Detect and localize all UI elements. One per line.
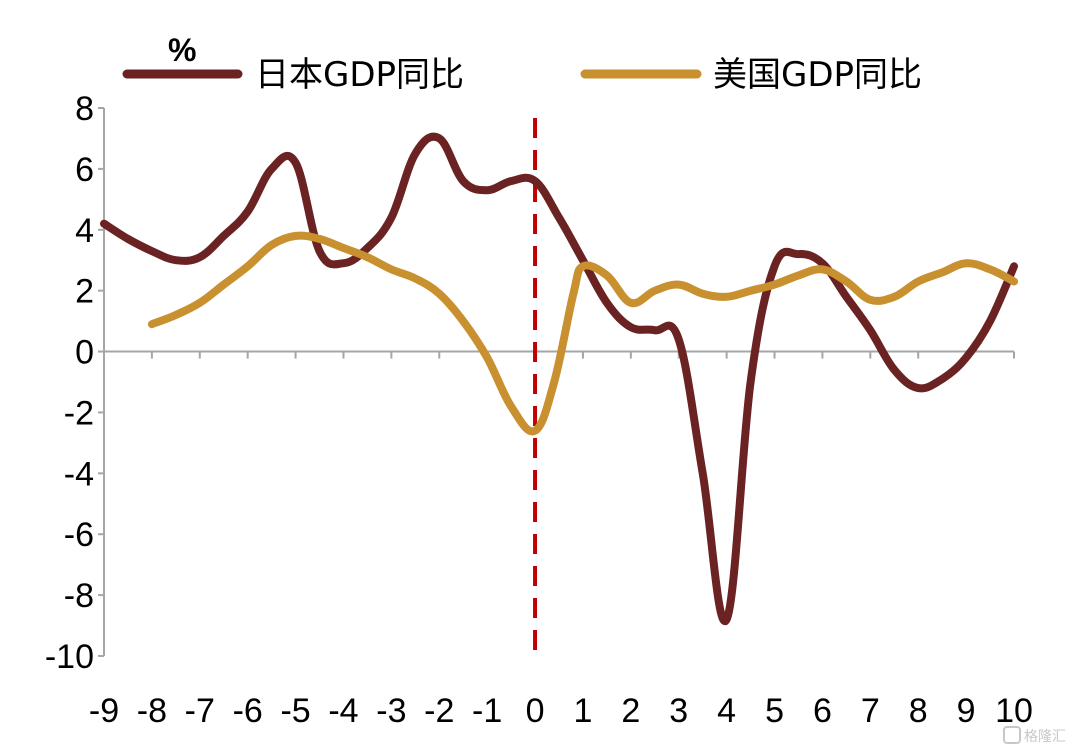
x-tick-label: 10 [995, 692, 1033, 730]
axes [103, 108, 1014, 656]
y-tick-label: -8 [64, 577, 94, 615]
x-ticks: -9 -8 -7 -6 -5 -4 -3 -2 -1 0 1 2 3 4 5 6 7 8 9 10 [89, 351, 1033, 730]
x-tick-label: -9 [89, 692, 119, 730]
x-tick-label: 6 [813, 692, 832, 730]
legend: 日本GDP同比 美国GDP同比 [122, 55, 922, 95]
y-tick-label: 8 [75, 90, 94, 128]
legend-label-japan: 日本GDP同比 [255, 55, 464, 95]
x-tick-label: 8 [909, 692, 928, 730]
watermark-text: 格隆汇 [1024, 729, 1066, 745]
y-tick-label: -6 [64, 516, 94, 554]
x-tick-label: -1 [472, 692, 502, 730]
y-tick-label: 6 [75, 151, 94, 189]
gelonghui-logo-icon [1003, 726, 1021, 744]
x-tick-label: 0 [526, 692, 545, 730]
x-tick-label: -4 [328, 692, 358, 730]
unit-label: % [168, 32, 196, 68]
x-tick-label: -6 [233, 692, 263, 730]
y-tick-label: -10 [45, 638, 94, 676]
legend-label-us: 美国GDP同比 [713, 55, 922, 95]
y-ticks: 8 6 4 2 0 -2 -4 -6 -8 -10 [45, 90, 104, 676]
x-tick-label: -5 [280, 692, 310, 730]
x-tick-label: 9 [957, 692, 976, 730]
series-line-us [147, 231, 1018, 436]
x-tick-label: -8 [137, 692, 167, 730]
y-tick-label: -2 [64, 394, 94, 432]
watermark: 格隆汇 [1003, 726, 1066, 745]
y-tick-label: 0 [75, 334, 94, 372]
x-tick-label: -7 [185, 692, 215, 730]
x-tick-label: 7 [861, 692, 880, 730]
series-line-japan [100, 132, 1018, 626]
y-tick-label: 2 [75, 273, 94, 311]
x-tick-label: -2 [424, 692, 454, 730]
x-tick-label: 2 [621, 692, 640, 730]
y-tick-label: -4 [64, 455, 94, 493]
x-tick-label: 5 [765, 692, 784, 730]
x-tick-label: 4 [717, 692, 736, 730]
x-tick-label: 1 [573, 692, 592, 730]
x-tick-label: -3 [376, 692, 406, 730]
x-tick-label: 3 [669, 692, 688, 730]
series-lines [100, 132, 1018, 626]
y-tick-label: 4 [75, 212, 94, 250]
